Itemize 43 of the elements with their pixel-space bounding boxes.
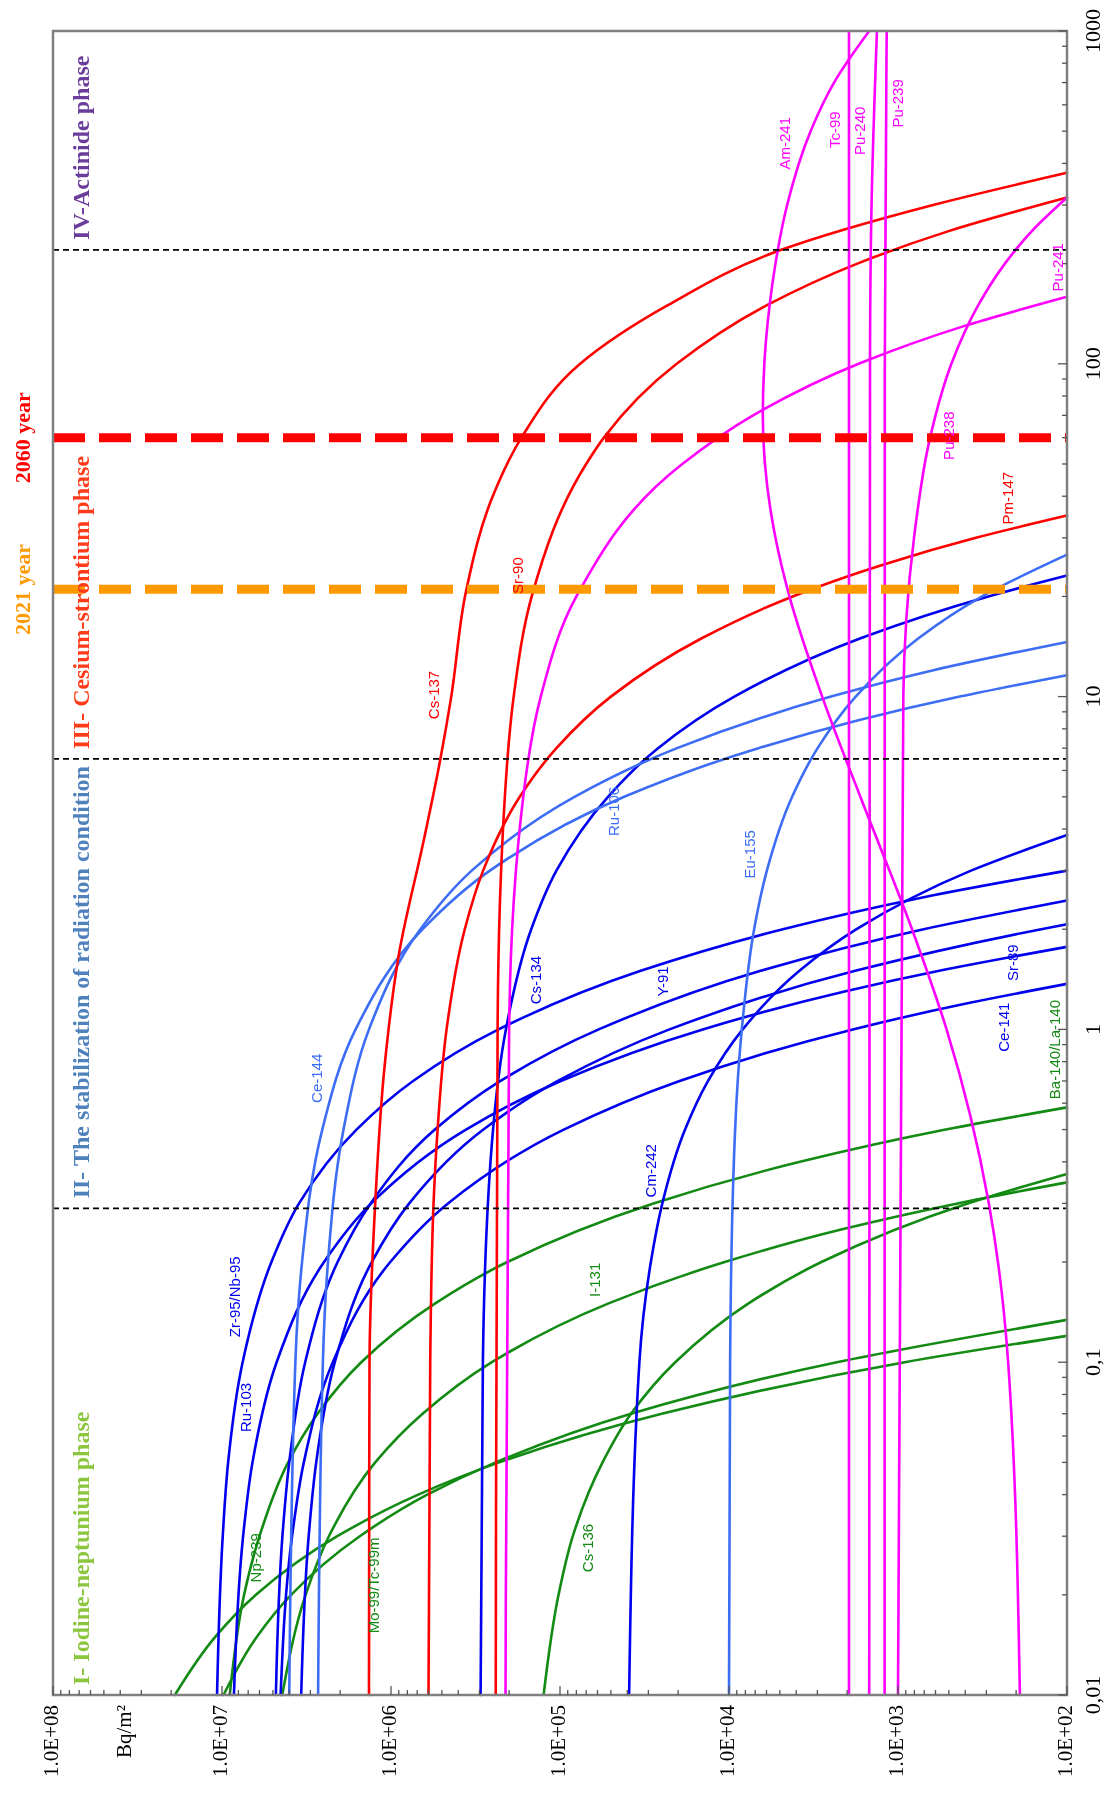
text: Cs-134 — [527, 955, 545, 1005]
annotation: II- The stabilization of radiation condition — [67, 766, 94, 1199]
y-tick-label: 10 — [1080, 685, 1106, 708]
text: I-131 — [585, 1262, 603, 1297]
text: Ru-103 — [237, 1382, 255, 1433]
text: Ce-144 — [308, 1053, 326, 1103]
ref-line-label: 2021 year — [10, 543, 36, 635]
y-tick-label: 1000 — [1080, 9, 1106, 53]
x-tick-label: 1.0E+08 — [38, 1705, 63, 1777]
text: Pm-147 — [998, 471, 1016, 525]
annotation: III- Cesium-strontium phase — [67, 455, 94, 749]
text: Cm-242 — [642, 1144, 660, 1198]
text: Mo-99/Tc-99m — [364, 1537, 382, 1634]
x-tick-label: 1.0E+03 — [883, 1705, 908, 1777]
text: Pu-240 — [850, 106, 868, 155]
text: Cs-137 — [424, 670, 442, 720]
text: Ru-106 — [604, 786, 622, 836]
text: Bq/m² — [111, 1705, 136, 1758]
text: Sr-90 — [508, 557, 526, 594]
y-tick-label: 1 — [1080, 1023, 1106, 1035]
ref-line-label: 2060 year — [10, 391, 36, 484]
text: Pu-239 — [888, 79, 906, 128]
text: Tc-99 — [826, 111, 844, 149]
x-tick-label: 1.0E+02 — [1052, 1705, 1077, 1777]
annotation: IV-Actinide phase — [67, 55, 94, 240]
text: Ce-141 — [994, 1002, 1012, 1052]
text: Pu-238 — [940, 411, 958, 460]
annotation: I- Iodine-neptunium phase — [67, 1411, 94, 1685]
text: Eu-155 — [741, 830, 759, 879]
text: Y-91 — [653, 966, 671, 997]
text: Sr-89 — [1003, 944, 1021, 981]
x-tick-label: 1.0E+05 — [545, 1705, 570, 1777]
y-tick-label: 0,1 — [1080, 1348, 1106, 1376]
text: Zr-95/Nb-95 — [225, 1256, 243, 1338]
text: Pu-241 — [1048, 243, 1066, 292]
text: Cs-136 — [578, 1523, 596, 1573]
x-tick-label: 1.0E+04 — [714, 1704, 739, 1777]
y-tick-label: 100 — [1080, 347, 1106, 381]
x-tick-label: 1.0E+06 — [376, 1705, 401, 1777]
x-tick-label: 1.0E+07 — [207, 1705, 232, 1777]
y-tick-label: 0,01 — [1080, 1675, 1106, 1715]
text: Am-241 — [776, 117, 794, 170]
text: Ba-140/La-140 — [1046, 999, 1064, 1100]
